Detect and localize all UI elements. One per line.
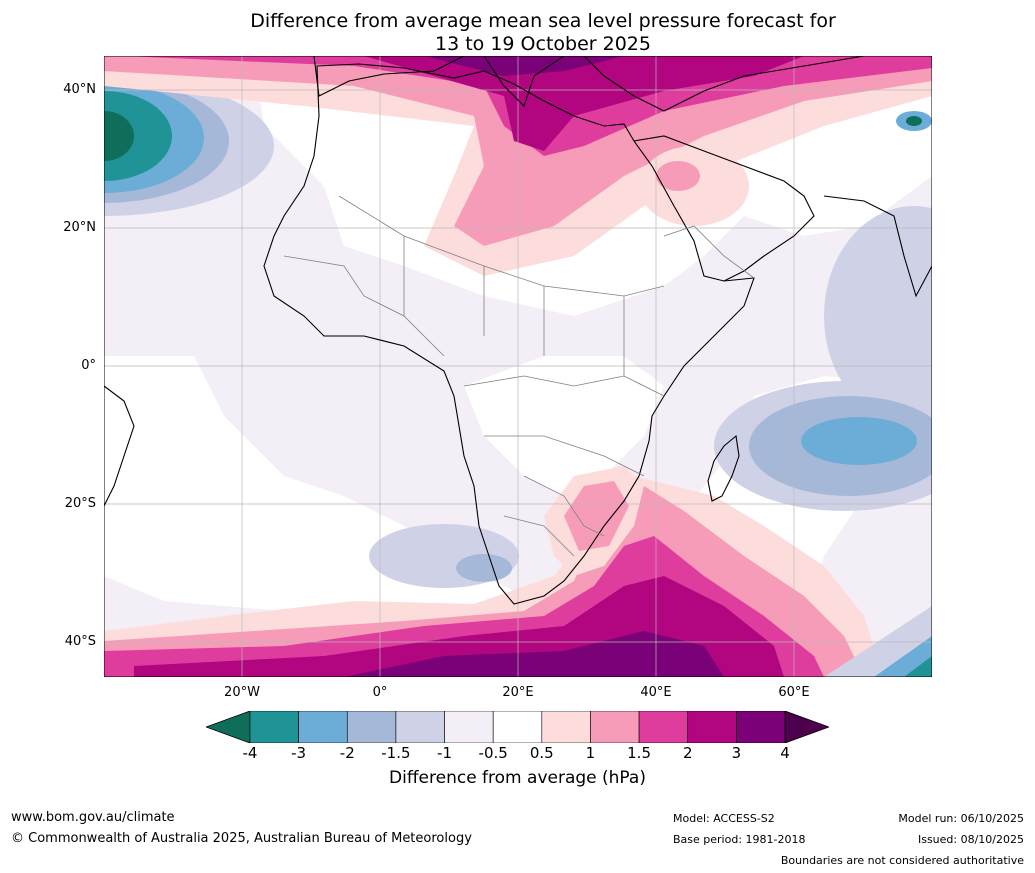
colorbar-segment (638, 711, 689, 743)
colorbar-tick-label: -3 (291, 744, 307, 762)
colorbar-segment (541, 711, 591, 743)
arabian-high (639, 146, 749, 226)
south-america-coastline (104, 385, 135, 507)
colorbar-extend-max (784, 711, 829, 743)
lat-label-20n: 20°N (63, 220, 96, 235)
colorbar-tick-label: 1.5 (627, 744, 651, 762)
colorbar-segment (444, 711, 494, 743)
lat-label-40s: 40°S (64, 634, 96, 649)
colorbar-segment (395, 711, 445, 743)
africa-coastline (263, 63, 755, 605)
graticule (104, 56, 932, 677)
arabia-coastline (633, 135, 815, 282)
colorbar-tick-label: -2 (339, 744, 355, 762)
colorbar-tick-label: -4 (242, 744, 258, 762)
lon-label-60e: 60°E (778, 685, 810, 700)
madagascar-coastline (707, 434, 740, 502)
colorbar-tick-label: 1 (585, 744, 596, 762)
lon-label-20e: 20°E (502, 685, 534, 700)
lat-label-20s: 20°S (64, 496, 96, 511)
footer-base-period: Base period: 1981-2018 (673, 833, 806, 846)
colorbar-title: Difference from average (hPa) (389, 768, 646, 788)
lon-label-40e: 40°E (640, 685, 672, 700)
north-atlantic-low (104, 76, 274, 216)
colorbar-segment (736, 711, 786, 743)
southern-africa-high (544, 466, 644, 576)
south-indian-ocean-low (714, 381, 932, 511)
lat-label-40n: 40°N (63, 82, 96, 97)
colorbar-segment (687, 711, 737, 743)
lon-label-0: 0° (372, 685, 388, 700)
colorbar-segment (590, 711, 640, 743)
footer-model-run: Model run: 06/10/2025 (898, 812, 1024, 825)
title-line-1: Difference from average mean sea level p… (250, 10, 836, 32)
lon-label-20w: 20°W (224, 685, 260, 700)
footer-url[interactable]: www.bom.gov.au/climate (11, 810, 175, 825)
footer-copyright: © Commonwealth of Australia 2025, Austra… (11, 831, 472, 846)
colorbar-tick-label: 4 (780, 744, 790, 762)
colorbar (206, 711, 829, 743)
footer-issued: Issued: 08/10/2025 (917, 833, 1024, 846)
forecast-map (104, 56, 932, 677)
colorbar-extend-min (206, 711, 251, 743)
colorbar-tick-label: -1 (437, 744, 453, 762)
colorbar-tick-label: 3 (731, 744, 742, 762)
title-line-2: 13 to 19 October 2025 (435, 33, 651, 55)
colorbar-tick-label: 2 (682, 744, 693, 762)
lat-label-0: 0° (81, 358, 96, 373)
colorbar-tick-label: -0.5 (478, 744, 508, 762)
colorbar-segment (249, 711, 299, 743)
footer-disclaimer: Boundaries are not considered authoritat… (780, 854, 1024, 867)
southeast-low (824, 606, 932, 677)
country-borders (283, 195, 755, 557)
footer-model: Model: ACCESS-S2 (673, 812, 775, 825)
europe-coastline (313, 56, 865, 112)
colorbar-tick-label: 0.5 (529, 744, 554, 762)
colorbar-segment (346, 711, 397, 743)
colorbar-tick-label: -1.5 (381, 744, 411, 762)
colorbar-segment (492, 711, 543, 743)
asia-coastline (823, 195, 932, 298)
south-atlantic-low (369, 524, 519, 588)
colorbar-segment (298, 711, 348, 743)
